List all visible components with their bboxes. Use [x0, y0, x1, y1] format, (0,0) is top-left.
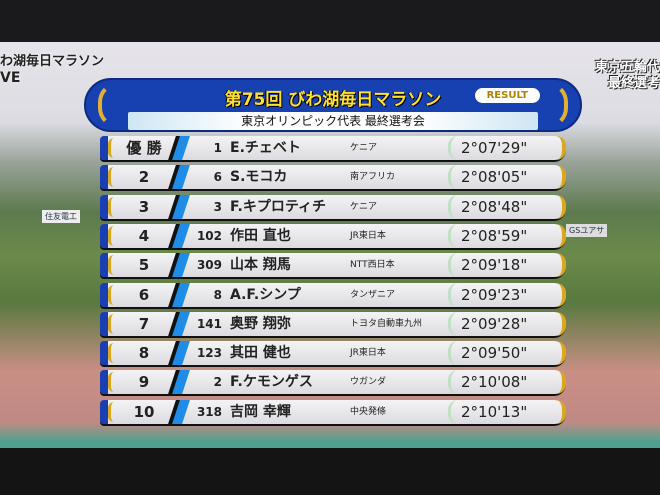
result-row: 2 6 S.モコカ 南アフリカ 2°08'05": [100, 165, 566, 190]
caption-line-2: 最終選考: [607, 76, 660, 91]
runner-name: 奥野 翔弥: [230, 315, 291, 332]
result-row: 3 3 F.キプロティチ ケニア 2°08'48": [100, 194, 566, 219]
rank: 2: [138, 168, 150, 187]
gold-ring-decoration: [98, 82, 138, 128]
runner-name: E.チェベト: [230, 140, 301, 156]
result-row: 6 8 A.F.シンプ タンザニア 2°09'23": [100, 282, 566, 307]
bib-number: 6: [213, 170, 222, 185]
gold-arc-decoration: [556, 341, 566, 366]
bib-number: 309: [196, 258, 222, 273]
result-row: 8 123 其田 健也 JR東日本 2°09'50": [100, 341, 566, 366]
results-banner: 第75回 びわ湖毎日マラソン RESULT 東京オリンピック代表 最終選考会: [84, 78, 582, 132]
runner-name: 作田 直也: [230, 227, 291, 244]
gold-arc-decoration: [556, 399, 566, 424]
bib-number: 3: [213, 199, 222, 214]
runner-name: A.F.シンプ: [230, 286, 301, 303]
result-badge: RESULT: [474, 88, 540, 103]
team: 中央発條: [350, 406, 387, 417]
gold-arc-decoration: [108, 167, 114, 188]
bib-number: 8: [213, 287, 222, 302]
team: NTT西日本: [350, 260, 395, 271]
rank: 3: [138, 197, 150, 216]
team: ウガンダ: [350, 377, 387, 388]
bib-number: 123: [196, 346, 222, 361]
team: 南アフリカ: [350, 172, 396, 183]
bib-number: 2: [213, 375, 222, 390]
finish-time: 2°09'50": [448, 341, 527, 366]
finish-time: 2°08'59": [448, 223, 527, 248]
finish-time: 2°08'05": [448, 165, 527, 190]
gold-arc-decoration: [108, 255, 114, 276]
rank: 10: [133, 402, 155, 421]
rank: 9: [138, 373, 150, 392]
result-row: 9 2 F.ケモンゲス ウガンダ 2°10'08": [100, 370, 566, 395]
gold-arc-decoration: [108, 401, 114, 422]
race-title: 第75回 びわ湖毎日マラソン: [224, 90, 442, 110]
team: JR東日本: [350, 348, 386, 359]
runner-name: 吉岡 幸輝: [230, 403, 291, 420]
finish-time: 2°07'29": [448, 136, 527, 160]
caption-line-1: 東京五輪代: [594, 60, 660, 75]
bib-number: 102: [196, 228, 222, 243]
race-subtitle: 東京オリンピック代表 最終選考会: [128, 112, 538, 130]
tv-bezel-bottom: [0, 448, 660, 495]
gold-arc-decoration: [108, 343, 114, 364]
gold-arc-decoration: [108, 196, 114, 217]
runner-name: F.ケモンゲス: [230, 374, 313, 391]
tv-bezel-top: [0, 0, 660, 42]
result-row: 7 141 奥野 翔弥 トヨタ自動車九州 2°09'28": [100, 311, 566, 336]
gold-arc-decoration: [556, 136, 566, 160]
result-row: 優 勝 1 E.チェベト ケニア 2°07'29": [100, 136, 566, 160]
stadium-sign: 住友電工: [42, 210, 80, 223]
team: トヨタ自動車九州: [350, 318, 423, 329]
live-label: VE: [0, 70, 21, 86]
gold-ring-decoration: [528, 82, 568, 128]
rank: 8: [138, 344, 150, 363]
rank: 7: [138, 314, 150, 333]
program-logo: わ湖毎日マラソン: [0, 54, 105, 69]
gold-arc-decoration: [556, 223, 566, 248]
rank: 6: [138, 285, 150, 304]
finish-time: 2°09'28": [448, 311, 527, 336]
gold-arc-decoration: [108, 138, 114, 158]
gold-arc-decoration: [556, 311, 566, 336]
bib-number: 141: [196, 316, 222, 331]
bib-number: 1: [213, 141, 222, 155]
rank: 4: [138, 226, 150, 245]
result-row: 4 102 作田 直也 JR東日本 2°08'59": [100, 223, 566, 248]
finish-time: 2°08'48": [448, 194, 527, 219]
gold-arc-decoration: [556, 194, 566, 219]
gold-arc-decoration: [108, 372, 114, 393]
runner-name: F.キプロティチ: [230, 198, 326, 215]
gold-arc-decoration: [108, 225, 114, 246]
gold-arc-decoration: [108, 313, 114, 334]
team: ケニア: [350, 143, 378, 153]
finish-time: 2°09'18": [448, 253, 527, 278]
team: ケニア: [350, 201, 378, 212]
gold-arc-decoration: [556, 165, 566, 190]
rank: 優 勝: [126, 139, 162, 157]
gold-arc-decoration: [108, 284, 114, 305]
gold-arc-decoration: [556, 253, 566, 278]
bib-number: 318: [196, 404, 222, 419]
rank: 5: [138, 256, 150, 275]
runner-name: 其田 健也: [230, 345, 291, 362]
team: タンザニア: [350, 289, 396, 300]
finish-time: 2°10'13": [448, 399, 527, 424]
runner-name: 山本 翔馬: [230, 257, 291, 274]
stadium-sign: GSユアサ: [566, 224, 608, 237]
result-row: 10 318 吉岡 幸輝 中央発條 2°10'13": [100, 399, 566, 424]
result-row: 5 309 山本 翔馬 NTT西日本 2°09'18": [100, 253, 566, 278]
runner-name: S.モコカ: [230, 169, 288, 186]
finish-time: 2°09'23": [448, 282, 527, 307]
gold-arc-decoration: [556, 370, 566, 395]
finish-time: 2°10'08": [448, 370, 527, 395]
team: JR東日本: [350, 230, 386, 241]
gold-arc-decoration: [556, 282, 566, 307]
